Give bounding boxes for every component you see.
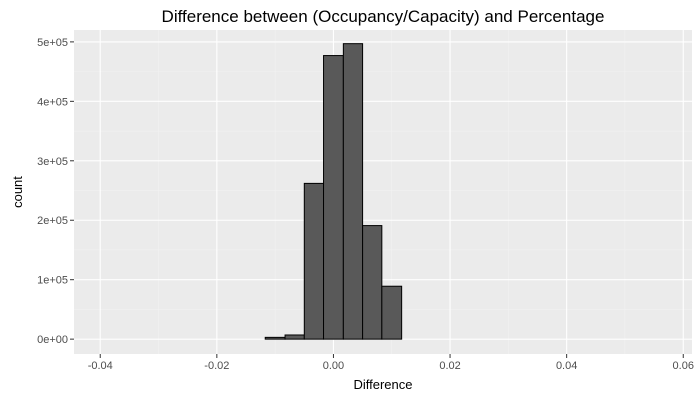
x-tick-label: 0.02 xyxy=(439,360,460,372)
y-tick-label: 3e+05 xyxy=(37,156,68,168)
histogram-bar-7 xyxy=(381,285,403,340)
x-tick-label: 0.06 xyxy=(673,360,694,372)
x-tick-label: 0.04 xyxy=(556,360,577,372)
x-axis-ticks: -0.04 -0.02 0.00 0.02 0.04 0.06 xyxy=(88,354,694,372)
y-tick-label: 5e+05 xyxy=(37,37,68,49)
x-tick-label: 0.00 xyxy=(323,360,344,372)
x-tick-label: -0.02 xyxy=(204,360,229,372)
y-tick-label: 0e+00 xyxy=(37,334,68,346)
histogram-bar-5 xyxy=(342,43,364,340)
chart-title: Difference between (Occupancy/Capacity) … xyxy=(162,7,605,26)
histogram-bar-1 xyxy=(264,336,286,340)
histogram-bar-6 xyxy=(362,225,383,340)
y-tick-label: 1e+05 xyxy=(37,275,68,287)
histogram-bar-2 xyxy=(284,334,305,340)
histogram-bar-3 xyxy=(303,182,325,340)
y-tick-label: 4e+05 xyxy=(37,96,68,108)
histogram-bars xyxy=(264,43,403,340)
histogram-bar-4 xyxy=(323,55,344,340)
y-axis-title: count xyxy=(10,176,25,208)
y-axis-ticks: 0e+00 1e+05 2e+05 3e+05 4e+05 5e+05 xyxy=(37,37,74,346)
major-gridlines xyxy=(74,30,692,354)
x-axis-title: Difference xyxy=(353,377,412,392)
y-tick-label: 2e+05 xyxy=(37,215,68,227)
x-tick-label: -0.04 xyxy=(88,360,113,372)
